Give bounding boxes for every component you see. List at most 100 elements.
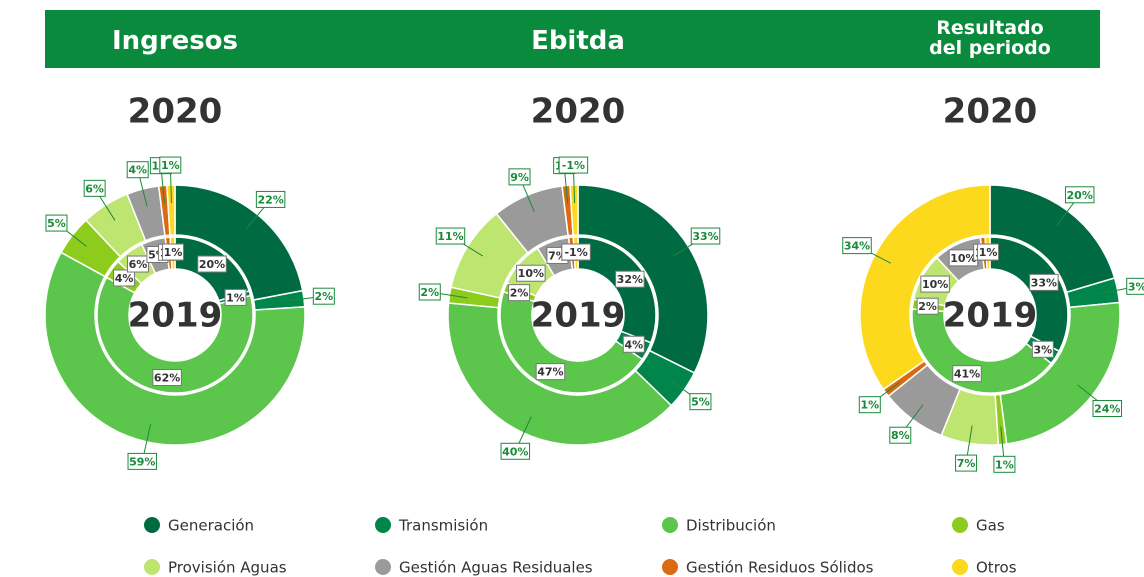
legend-swatch <box>144 559 160 575</box>
value-label: 2% <box>420 286 439 299</box>
value-label: 5% <box>691 396 710 409</box>
legend-label: Gestión Aguas Residuales <box>399 559 593 577</box>
value-label: 6% <box>129 258 148 271</box>
value-label: 1% <box>979 246 998 259</box>
legend-label: Provisión Aguas <box>168 559 287 577</box>
chart-title: Resultado del periodo <box>929 17 1051 59</box>
value-label: 3% <box>1034 343 1053 356</box>
value-label: 10% <box>950 252 976 265</box>
center-year: 2019 <box>531 296 626 336</box>
value-label-box <box>1064 186 1095 204</box>
value-label-box <box>558 156 589 174</box>
value-label-box <box>955 454 978 472</box>
legend-swatch <box>662 559 678 575</box>
legend-swatch <box>662 517 678 533</box>
donut-hole <box>945 270 1035 360</box>
value-label-box <box>615 270 645 288</box>
value-label: 9% <box>510 171 529 184</box>
donut-hole <box>533 270 623 360</box>
donut-slice <box>499 290 644 394</box>
value-label-box <box>842 237 872 255</box>
value-label-box <box>952 365 982 383</box>
legend-swatch <box>144 517 160 533</box>
value-label: 41% <box>954 368 980 381</box>
value-label: 59% <box>129 455 155 468</box>
value-label: 10% <box>518 267 544 280</box>
donut-slice <box>859 184 991 391</box>
legend-swatch <box>375 559 391 575</box>
value-label-box <box>508 168 531 186</box>
value-label-box <box>159 156 182 174</box>
value-label: 62% <box>154 372 180 385</box>
value-label: 4% <box>624 338 643 351</box>
value-label: -1% <box>562 159 585 172</box>
value-label: 32% <box>617 273 643 286</box>
value-label: 11% <box>437 230 463 243</box>
value-label: -1% <box>564 246 587 259</box>
legend-swatch <box>952 559 968 575</box>
legend-label: Generación <box>168 517 254 535</box>
donut-slice <box>577 184 709 374</box>
value-label: 20% <box>1067 189 1093 202</box>
legend-label: Otros <box>976 559 1017 577</box>
donut-slice <box>569 184 579 236</box>
value-label-box <box>83 179 106 197</box>
legend-label: Transmisión <box>398 517 488 535</box>
value-label: 2% <box>918 300 937 313</box>
value-label-box <box>255 190 286 208</box>
value-label-box <box>993 455 1016 473</box>
center-year: 2019 <box>128 296 223 336</box>
donut-slice <box>166 184 176 236</box>
year-label: 2020 <box>943 92 1038 132</box>
value-label: 1% <box>226 291 245 304</box>
legend-label: Gas <box>976 517 1005 535</box>
value-label: 1% <box>161 159 180 172</box>
value-label-box <box>45 214 68 232</box>
value-label: 34% <box>844 240 870 253</box>
donut-slice <box>44 251 306 446</box>
value-label: 2% <box>314 290 333 303</box>
value-label: 3% <box>1128 280 1144 293</box>
legend-label: Gestión Residuos Sólidos <box>686 559 874 577</box>
value-label: 33% <box>1031 276 1057 289</box>
header-band <box>45 10 1100 68</box>
value-label-box <box>152 369 182 387</box>
value-label: 4% <box>128 164 147 177</box>
donut-slice <box>577 236 657 344</box>
legend-swatch <box>952 517 968 533</box>
value-label-box <box>126 255 149 273</box>
value-label-box <box>197 255 227 273</box>
value-label-box <box>916 297 939 315</box>
value-label: 1% <box>860 399 879 412</box>
value-label: 4% <box>115 272 134 285</box>
value-label-box <box>920 275 950 293</box>
donut-hole <box>130 270 220 360</box>
value-label: 33% <box>692 230 718 243</box>
value-label-box <box>418 283 441 301</box>
value-label-box <box>977 243 1000 261</box>
value-label: 22% <box>257 193 283 206</box>
donut-slice <box>911 308 1053 394</box>
value-label: 40% <box>502 445 528 458</box>
value-label-box <box>224 288 247 306</box>
value-label-box <box>113 269 136 287</box>
value-label-box <box>561 243 591 261</box>
chart-title: Ebitda <box>531 26 625 56</box>
year-label: 2020 <box>128 92 223 132</box>
value-label-box <box>435 227 466 245</box>
value-label-box <box>689 393 712 411</box>
center-year: 2019 <box>943 296 1038 336</box>
value-label: 8% <box>891 429 910 442</box>
value-label-box <box>1031 340 1054 358</box>
chart-title: Ingresos <box>111 26 239 56</box>
donut-slice <box>96 276 254 394</box>
value-label-box <box>858 396 881 414</box>
value-label-box <box>535 363 566 381</box>
value-label: 1% <box>164 246 183 259</box>
value-label-box <box>889 426 912 444</box>
value-label-box <box>508 284 531 302</box>
value-label-box <box>127 452 158 470</box>
value-label: 20% <box>199 258 225 271</box>
